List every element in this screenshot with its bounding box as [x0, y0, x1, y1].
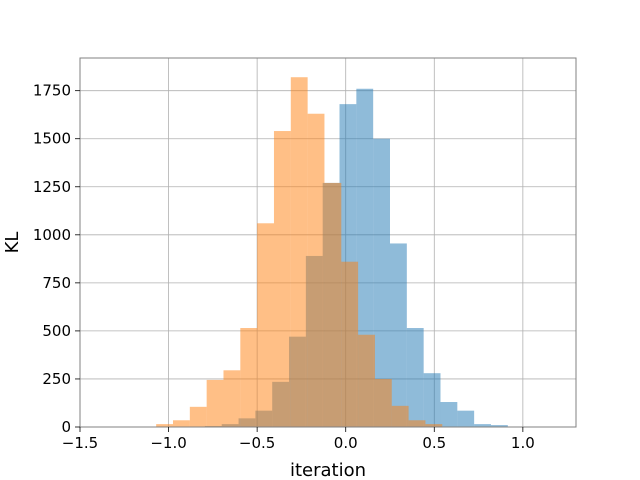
- x-axis-label: iteration: [290, 460, 366, 480]
- x-tick-label: −0.5: [239, 434, 275, 452]
- histogram-series-2: [156, 77, 443, 427]
- histogram-bar: [373, 138, 390, 427]
- x-tick-label: 0.0: [334, 434, 358, 452]
- histogram-bar: [240, 328, 258, 427]
- y-tick-label: 0: [61, 418, 71, 436]
- histogram-bar: [189, 406, 207, 427]
- histogram-bar: [391, 405, 409, 427]
- grid-lines: [79, 58, 576, 428]
- histogram-bar: [374, 378, 392, 427]
- histogram-bar: [474, 424, 491, 427]
- histogram-bar: [440, 402, 458, 427]
- histogram-bar: [358, 334, 375, 427]
- y-tick-label: 1000: [33, 226, 71, 244]
- plot-frame: [79, 57, 577, 428]
- histogram-bar: [425, 424, 443, 427]
- y-tick-label: 1500: [33, 130, 71, 148]
- histogram-bar: [223, 370, 241, 427]
- histogram-bar: [406, 328, 424, 427]
- histogram-bar: [273, 131, 291, 427]
- y-axis-label: KL: [2, 232, 23, 254]
- y-tick-label: 500: [42, 322, 71, 340]
- histogram-bars: [156, 77, 508, 427]
- histogram-bar: [307, 113, 325, 427]
- histogram-bar: [423, 373, 441, 427]
- x-tick-label: 1.0: [511, 434, 535, 452]
- histogram-bar: [408, 420, 426, 427]
- histogram-bar: [490, 425, 508, 427]
- histogram-bar: [457, 410, 475, 427]
- y-tick-label: 750: [42, 274, 71, 292]
- y-tick-label: 250: [42, 370, 71, 388]
- histogram-bar: [206, 379, 224, 427]
- histogram-bar: [324, 182, 342, 427]
- x-tick-label: −1.5: [62, 434, 98, 452]
- histogram-bar: [341, 261, 359, 427]
- histogram-bar: [390, 243, 407, 427]
- x-tick-label: −1.0: [150, 434, 186, 452]
- histogram-bar: [173, 420, 190, 427]
- histogram-bar: [290, 77, 308, 427]
- y-tick-label: 1250: [33, 178, 71, 196]
- axis-ticks: −1.5 −1.0 −0.5 0.0 0.5 1.0 0 250 500 750 1000 1250 1…: [33, 82, 535, 452]
- x-tick-label: 0.5: [422, 434, 446, 452]
- histogram-bar: [156, 424, 173, 427]
- histogram-bar: [257, 223, 274, 427]
- y-tick-label: 1750: [33, 82, 71, 100]
